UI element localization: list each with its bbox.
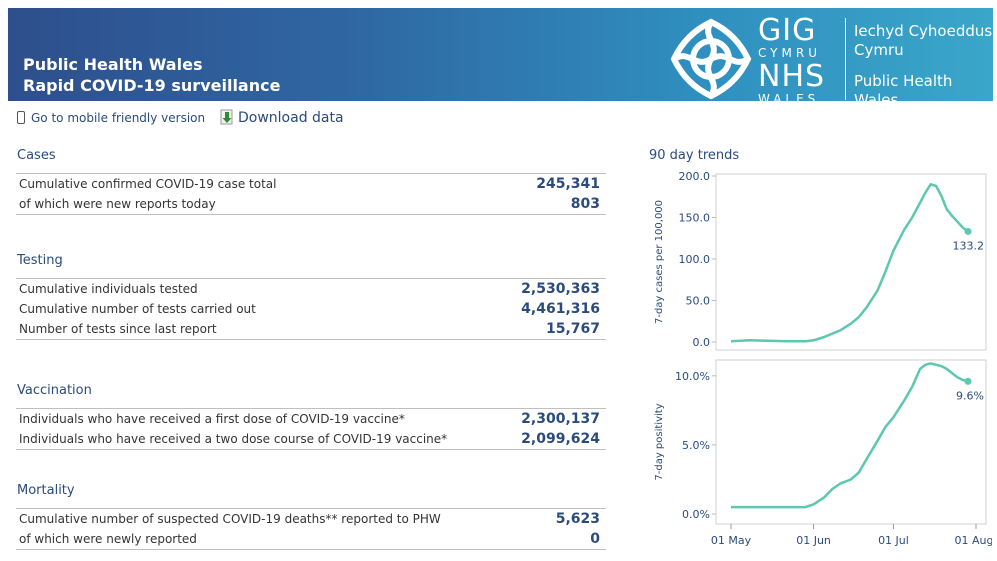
row-label: Individuals who have received a two dose… <box>19 432 448 446</box>
mobile-version-label: Go to mobile friendly version <box>31 111 206 125</box>
y-tick-label: 100.0 <box>679 253 711 266</box>
table-row: Cumulative confirmed COVID-19 case total… <box>16 174 606 194</box>
logo-welsh-name: Iechyd Cyhoeddus Cymru <box>854 22 992 60</box>
series-line <box>731 362 969 509</box>
logo-english-name: Public Health Wales <box>854 72 952 110</box>
series-end-point <box>964 377 972 385</box>
table-row: Cumulative number of suspected COVID-19 … <box>16 509 606 529</box>
vaccination-table: Individuals who have received a first do… <box>16 408 606 450</box>
vaccination-title: Vaccination <box>17 383 92 398</box>
row-label: Cumulative confirmed COVID-19 case total <box>19 177 277 191</box>
table-row: of which were new reports today 803 <box>16 194 606 214</box>
y-tick-label: 50.0 <box>686 295 711 308</box>
download-data-link[interactable]: Download data <box>220 109 344 126</box>
testing-table: Cumulative individuals tested 2,530,363 … <box>16 278 606 340</box>
x-tick-label: 01 Jul <box>878 534 909 547</box>
logo-english-line-2: Wales <box>854 91 899 109</box>
row-label: Number of tests since last report <box>19 322 217 336</box>
row-value: 0 <box>590 531 600 547</box>
x-tick-label: 01 May <box>711 534 752 547</box>
mobile-version-link[interactable]: Go to mobile friendly version <box>17 111 205 125</box>
series-end-point <box>964 227 972 235</box>
cases-title: Cases <box>17 148 56 163</box>
row-value: 245,341 <box>536 176 600 192</box>
title-line-1: Public Health Wales <box>23 55 203 74</box>
title-line-2: Rapid COVID-19 surveillance <box>23 76 281 95</box>
mortality-table: Cumulative number of suspected COVID-19 … <box>16 508 606 550</box>
logo-wales: WALES <box>758 92 820 106</box>
row-value: 5,623 <box>555 511 600 527</box>
table-row: Cumulative individuals tested 2,530,363 <box>16 279 606 299</box>
logo-nhs: NHS <box>758 59 826 94</box>
download-data-label: Download data <box>238 110 344 126</box>
logo-welsh-line-1: Iechyd Cyhoeddus <box>854 22 993 40</box>
download-icon <box>220 109 233 125</box>
y-axis-label: 7-day positivity <box>654 403 665 480</box>
x-tick-label: 01 Jun <box>796 534 831 547</box>
y-tick-label: 10.0% <box>675 370 710 383</box>
testing-title: Testing <box>17 253 63 268</box>
row-value: 2,300,137 <box>521 411 600 427</box>
chart-frame <box>715 359 987 525</box>
row-label: of which were newly reported <box>19 532 197 546</box>
row-label: Cumulative number of suspected COVID-19 … <box>19 512 441 526</box>
row-value: 2,099,624 <box>521 431 600 447</box>
y-axis-label: 7-day cases per 100,000 <box>654 200 665 324</box>
phw-logo: GIG CYMRU NHS WALES Iechyd Cyhoeddus Cym… <box>668 13 993 109</box>
table-row: Individuals who have received a two dose… <box>16 429 606 449</box>
logo-cymru: CYMRU <box>758 46 821 60</box>
table-row: Cumulative number of tests carried out 4… <box>16 299 606 319</box>
y-tick-label: 150.0 <box>679 212 711 225</box>
page-title: Public Health Wales Rapid COVID-19 surve… <box>23 54 280 96</box>
row-label: Cumulative individuals tested <box>19 282 198 296</box>
row-value: 15,767 <box>545 321 600 337</box>
row-value: 2,530,363 <box>521 281 600 297</box>
row-label: Individuals who have received a first do… <box>19 412 405 426</box>
logo-gig: GIG <box>758 13 817 48</box>
mobile-phone-icon <box>17 111 25 124</box>
table-row: Individuals who have received a first do… <box>16 409 606 429</box>
x-tick-label: 01 Aug <box>955 534 992 547</box>
y-tick-label: 0.0% <box>682 508 710 521</box>
end-value-label: 9.6% <box>956 389 984 402</box>
table-row: Number of tests since last report 15,767 <box>16 319 606 339</box>
end-value-label: 133.2 <box>953 239 985 252</box>
logo-divider <box>845 18 846 100</box>
table-row: of which were newly reported 0 <box>16 529 606 549</box>
y-tick-label: 0.0 <box>693 336 711 349</box>
row-label: Cumulative number of tests carried out <box>19 302 256 316</box>
chart-frame <box>715 173 987 351</box>
series-line <box>730 183 969 343</box>
row-value: 803 <box>570 196 600 212</box>
row-value: 4,461,316 <box>521 301 600 317</box>
celtic-knot-icon <box>670 18 752 100</box>
mortality-title: Mortality <box>17 483 75 498</box>
trend-charts: 0.0 50.0 100.0 150.0 200.0 7-day cases per 10… <box>654 170 992 547</box>
trends-title: 90 day trends <box>649 148 740 163</box>
y-tick-label: 200.0 <box>679 170 711 183</box>
logo-english-line-1: Public Health <box>854 72 953 90</box>
cases-table: Cumulative confirmed COVID-19 case total… <box>16 173 606 215</box>
row-label: of which were new reports today <box>19 197 216 211</box>
y-tick-label: 5.0% <box>682 439 710 452</box>
logo-welsh-line-2: Cymru <box>854 41 904 59</box>
header-banner: Public Health Wales Rapid COVID-19 surve… <box>8 8 993 109</box>
